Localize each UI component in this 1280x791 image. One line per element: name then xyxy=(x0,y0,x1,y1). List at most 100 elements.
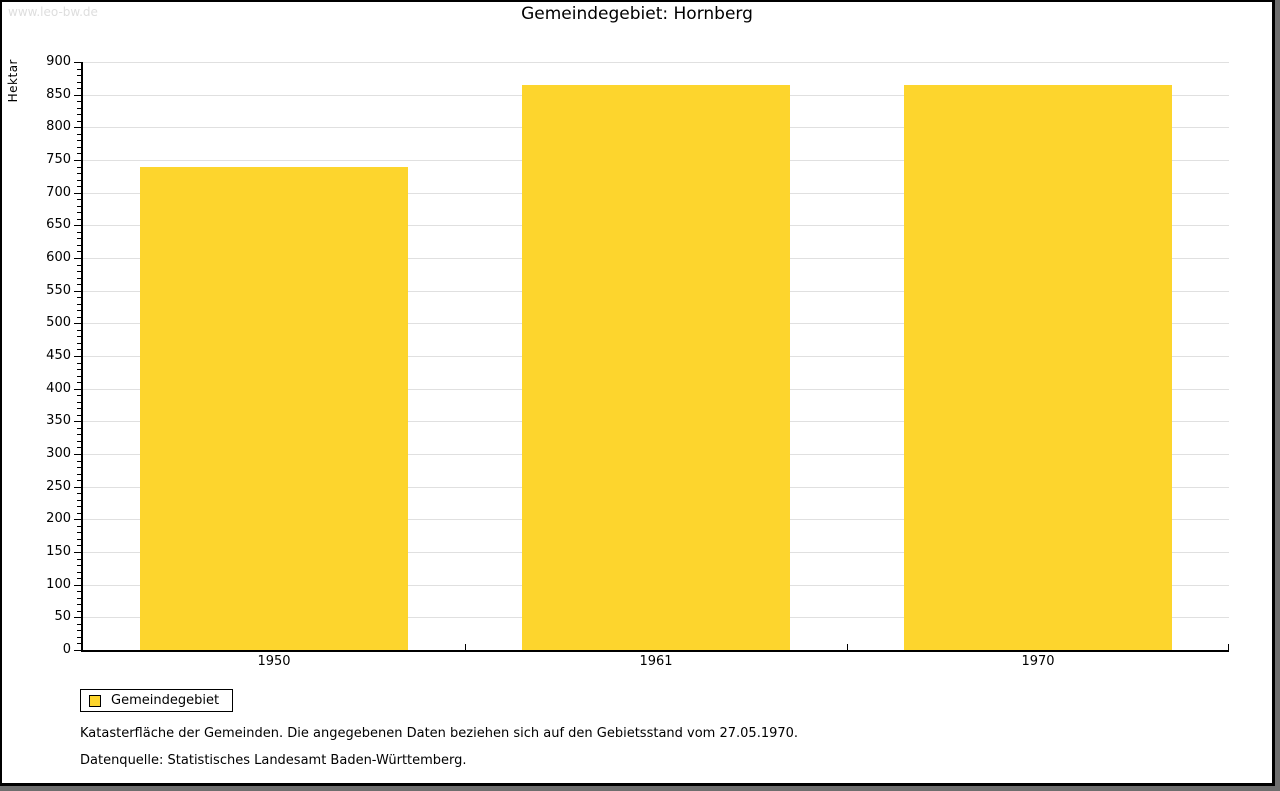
y-axis-minor-tick xyxy=(77,467,81,468)
y-axis-tick-label: 300 xyxy=(46,446,71,461)
y-axis-minor-tick xyxy=(77,140,81,141)
y-axis-major-tick xyxy=(74,617,81,618)
y-axis-minor-tick xyxy=(77,382,81,383)
y-axis-minor-tick xyxy=(77,637,81,638)
y-axis-minor-tick xyxy=(77,506,81,507)
y-axis-major-tick xyxy=(74,160,81,161)
y-axis-minor-tick xyxy=(77,349,81,350)
y-axis-minor-tick xyxy=(77,565,81,566)
gridline xyxy=(83,62,1229,63)
y-axis-minor-tick xyxy=(77,180,81,181)
y-axis-minor-tick xyxy=(77,441,81,442)
y-axis-tick-label: 50 xyxy=(54,609,71,624)
y-axis-major-tick xyxy=(74,127,81,128)
x-axis-category-label: 1950 xyxy=(257,654,291,669)
y-axis-major-tick xyxy=(74,62,81,63)
y-axis-minor-tick xyxy=(77,395,81,396)
y-axis-tick-label: 550 xyxy=(46,283,71,298)
y-axis-tick-label: 150 xyxy=(46,544,71,559)
bar-1970 xyxy=(904,85,1172,650)
y-axis-minor-tick xyxy=(77,82,81,83)
y-axis-major-tick xyxy=(74,519,81,520)
y-axis-minor-tick xyxy=(77,604,81,605)
y-axis-minor-tick xyxy=(77,336,81,337)
y-axis-minor-tick xyxy=(77,153,81,154)
x-axis-boundary-tick xyxy=(847,644,848,650)
legend-label: Gemeindegebiet xyxy=(111,693,220,708)
y-axis-minor-tick xyxy=(77,402,81,403)
y-axis-minor-tick xyxy=(77,526,81,527)
y-axis-tick-label: 450 xyxy=(46,348,71,363)
y-axis-minor-tick xyxy=(77,297,81,298)
bar-1961 xyxy=(522,85,790,650)
footnote-datenquelle: Datenquelle: Statistisches Landesamt Bad… xyxy=(80,753,467,768)
y-axis-title: Hektar xyxy=(6,59,20,103)
page-title: Gemeindegebiet: Hornberg xyxy=(521,4,753,24)
y-axis-minor-tick xyxy=(77,578,81,579)
y-axis-tick-label: 0 xyxy=(62,642,71,657)
y-axis-major-tick xyxy=(74,291,81,292)
y-axis-minor-tick xyxy=(77,75,81,76)
y-axis-minor-tick xyxy=(77,434,81,435)
y-axis-minor-tick xyxy=(77,363,81,364)
y-axis-minor-tick xyxy=(77,643,81,644)
y-axis-minor-tick xyxy=(77,513,81,514)
y-axis-minor-tick xyxy=(77,206,81,207)
y-axis-major-tick xyxy=(74,421,81,422)
y-axis-minor-tick xyxy=(77,251,81,252)
y-axis-minor-tick xyxy=(77,408,81,409)
y-axis-minor-tick xyxy=(77,343,81,344)
y-axis-tick-label: 100 xyxy=(46,577,71,592)
y-axis-minor-tick xyxy=(77,480,81,481)
y-axis-minor-tick xyxy=(77,108,81,109)
y-axis-minor-tick xyxy=(77,415,81,416)
y-axis-tick-label: 350 xyxy=(46,413,71,428)
y-axis-major-tick xyxy=(74,356,81,357)
y-axis-minor-tick xyxy=(77,186,81,187)
y-axis-minor-tick xyxy=(77,114,81,115)
y-axis-tick-label: 200 xyxy=(46,511,71,526)
x-axis-category-label: 1970 xyxy=(1021,654,1055,669)
y-axis-minor-tick xyxy=(77,271,81,272)
y-axis-tick-label: 750 xyxy=(46,152,71,167)
y-axis-minor-tick xyxy=(77,572,81,573)
legend: Gemeindegebiet xyxy=(80,689,233,712)
y-axis-minor-tick xyxy=(77,545,81,546)
y-axis-minor-tick xyxy=(77,212,81,213)
y-axis-major-tick xyxy=(74,389,81,390)
y-axis-minor-tick xyxy=(77,447,81,448)
y-axis-tick-label: 600 xyxy=(46,250,71,265)
y-axis-tick-label: 900 xyxy=(46,54,71,69)
y-axis-minor-tick xyxy=(77,493,81,494)
y-axis-minor-tick xyxy=(77,284,81,285)
y-axis-minor-tick xyxy=(77,278,81,279)
y-axis-minor-tick xyxy=(77,304,81,305)
y-axis-major-tick xyxy=(74,552,81,553)
y-axis-tick-label: 400 xyxy=(46,381,71,396)
y-axis-tick-label: 800 xyxy=(46,119,71,134)
legend-swatch-icon xyxy=(89,694,101,707)
x-axis-category-label: 1961 xyxy=(639,654,673,669)
y-axis-major-tick xyxy=(74,258,81,259)
y-axis-minor-tick xyxy=(77,559,81,560)
y-axis-tick-label: 500 xyxy=(46,315,71,330)
y-axis-minor-tick xyxy=(77,539,81,540)
y-axis-minor-tick xyxy=(77,245,81,246)
y-axis-minor-tick xyxy=(77,265,81,266)
x-axis-boundary-tick xyxy=(465,644,466,650)
y-axis-minor-tick xyxy=(77,199,81,200)
y-axis-minor-tick xyxy=(77,317,81,318)
y-axis-minor-tick xyxy=(77,624,81,625)
y-axis-minor-tick xyxy=(77,500,81,501)
y-axis-minor-tick xyxy=(77,238,81,239)
y-axis-tick-label: 250 xyxy=(46,479,71,494)
y-axis-minor-tick xyxy=(77,532,81,533)
y-axis-tick-label: 700 xyxy=(46,185,71,200)
y-axis-minor-tick xyxy=(77,598,81,599)
y-axis-major-tick xyxy=(74,193,81,194)
y-axis-minor-tick xyxy=(77,101,81,102)
watermark: www.leo-bw.de xyxy=(8,5,98,19)
y-axis-minor-tick xyxy=(77,591,81,592)
